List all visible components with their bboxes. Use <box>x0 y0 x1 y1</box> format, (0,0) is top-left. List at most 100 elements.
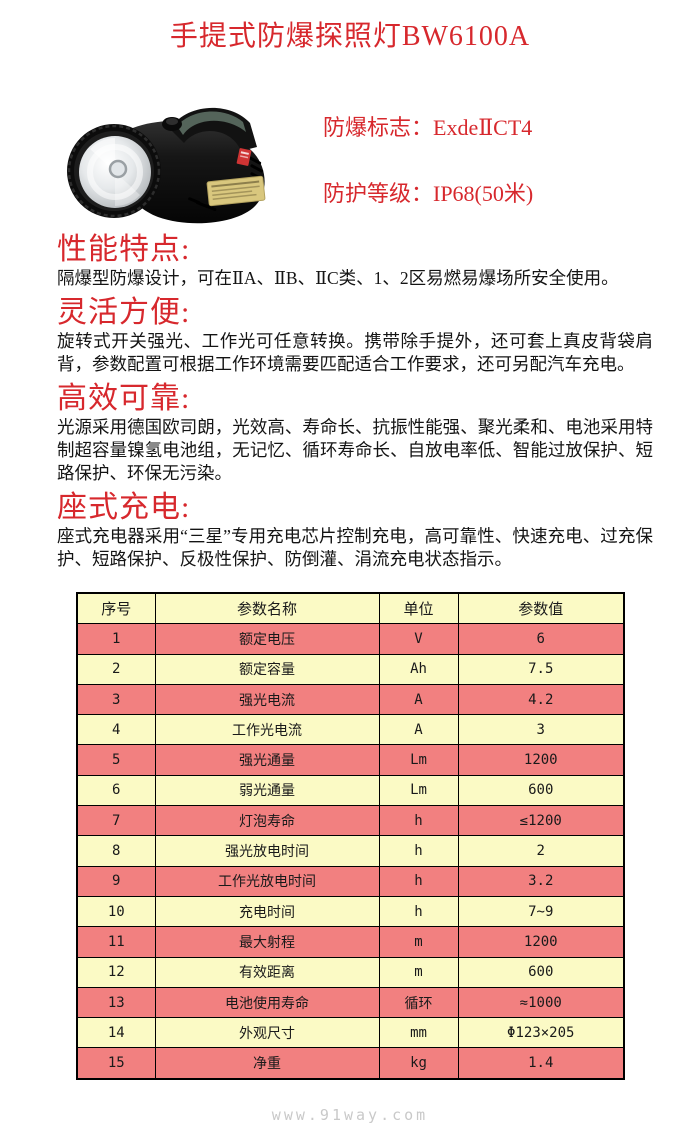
spec-header-row: 序号 参数名称 单位 参数值 <box>76 592 625 625</box>
spec-cell: mm <box>378 1017 459 1049</box>
spec-cell: 6 <box>457 623 625 655</box>
spec-column-header: 参数名称 <box>154 592 380 625</box>
spec-column-header: 参数值 <box>457 592 625 625</box>
spec-cell: 8 <box>76 835 156 867</box>
spec-row: 14 外观尺寸 mm Φ123×205 <box>76 1017 625 1049</box>
spec-cell: 电池使用寿命 <box>154 986 380 1019</box>
spec-row: 11 最大射程 m 1200 <box>76 926 625 958</box>
searchlight-illustration <box>67 107 266 224</box>
spec-cell: h <box>378 895 459 928</box>
spec-row: 4 工作光电流 A 3 <box>76 714 625 746</box>
spec-cell: 工作光放电时间 <box>154 865 380 897</box>
spec-cell: Lm <box>378 744 459 776</box>
spec-cell: 15 <box>76 1047 156 1080</box>
spec-cell: 4.2 <box>457 683 625 716</box>
spec-column-header: 单位 <box>378 592 459 625</box>
spec-cell: kg <box>378 1047 459 1080</box>
spec-cell: h <box>378 865 459 897</box>
spec-cell: 1200 <box>457 926 625 958</box>
spec-cell: A <box>378 714 459 746</box>
spec-cell: 6 <box>76 774 156 807</box>
spec-cell: 弱光通量 <box>154 774 380 807</box>
spec-cell: 12 <box>76 956 156 988</box>
spec-row: 12 有效距离 m 600 <box>76 956 625 988</box>
spec-row: 2 额定容量 Ah 7.5 <box>76 653 625 685</box>
spec-row: 10 充电时间 h 7~9 <box>76 895 625 928</box>
feature-sections: 性能特点: 隔爆型防爆设计，可在ⅡA、ⅡB、ⅡC类、1、2区易燃易爆场所安全使用… <box>57 233 653 571</box>
spec-cell: 14 <box>76 1017 156 1049</box>
spec-table-head: 序号 参数名称 单位 参数值 <box>76 592 625 625</box>
spec-cell: 5 <box>76 744 156 776</box>
spec-cell: 1 <box>76 623 156 655</box>
certification-badges: 防爆标志：ExdeⅡCT4 防护等级：IP68(50米) <box>323 110 533 208</box>
section-heading: 高效可靠: <box>57 382 191 415</box>
spec-cell: 600 <box>457 774 625 807</box>
spec-cell: A <box>378 683 459 716</box>
spec-row: 5 强光通量 Lm 1200 <box>76 744 625 776</box>
spec-cell: 3.2 <box>457 865 625 897</box>
spec-cell: 11 <box>76 926 156 958</box>
spec-cell: 1.4 <box>457 1047 625 1080</box>
spec-column-header: 序号 <box>76 592 156 625</box>
spec-table-body: 1 额定电压 V 6 2 额定容量 Ah 7.5 3 强光电流 A 4.2 4 工作光电流 A 3 5 强光通量 L… <box>76 623 625 1080</box>
page-title: 手提式防爆探照灯BW6100A <box>169 21 531 52</box>
spec-row: 15 净重 kg 1.4 <box>76 1047 625 1080</box>
spec-cell: 1200 <box>457 744 625 776</box>
spec-cell: h <box>378 805 459 837</box>
spec-cell: 13 <box>76 986 156 1019</box>
spec-table: 序号 参数名称 单位 参数值 1 额定电压 V 6 2 额定容量 Ah 7.5 3 强光电流 A 4.2 4 工… <box>76 592 625 1080</box>
spec-row: 1 额定电压 V 6 <box>76 623 625 655</box>
spec-cell: 强光放电时间 <box>154 835 380 867</box>
spec-cell: 有效距离 <box>154 956 380 988</box>
section-reliability: 高效可靠: 光源采用德国欧司朗，光效高、寿命长、抗振性能强、聚光柔和、电池采用特… <box>57 382 653 485</box>
spec-cell: Φ123×205 <box>457 1017 625 1049</box>
spec-cell: 7 <box>76 805 156 837</box>
spec-cell: m <box>378 956 459 988</box>
spec-cell: 2 <box>457 835 625 867</box>
spec-cell: m <box>378 926 459 958</box>
spec-row: 8 强光放电时间 h 2 <box>76 835 625 867</box>
spec-row: 7 灯泡寿命 h ≤1200 <box>76 805 625 837</box>
spec-cell: Lm <box>378 774 459 807</box>
watermark: www.91way.com <box>271 1106 429 1124</box>
spec-cell: 充电时间 <box>154 895 380 928</box>
spec-cell: 工作光电流 <box>154 714 380 746</box>
section-body: 旋转式开关强光、工作光可任意转换。携带除手提外，还可套上真皮背袋肩背，参数配置可… <box>57 331 653 374</box>
section-body: 座式充电器采用“三星”专用充电芯片控制充电，高可靠性、快速充电、过充保护、短路保… <box>57 526 653 569</box>
spec-cell: 外观尺寸 <box>154 1017 380 1049</box>
spec-cell: 最大射程 <box>154 926 380 958</box>
spec-cell: ≤1200 <box>457 805 625 837</box>
spec-cell: 强光电流 <box>154 683 380 716</box>
section-heading: 座式充电: <box>57 491 191 524</box>
spec-cell: Ah <box>378 653 459 685</box>
section-heading: 灵活方便: <box>57 296 191 329</box>
section-heading: 性能特点: <box>57 233 191 266</box>
spec-cell: 净重 <box>154 1047 380 1080</box>
explosion-proof-mark: 防爆标志：ExdeⅡCT4 <box>323 115 533 140</box>
spec-cell: 10 <box>76 895 156 928</box>
section-charging: 座式充电: 座式充电器采用“三星”专用充电芯片控制充电，高可靠性、快速充电、过充… <box>57 491 653 571</box>
section-flexibility: 灵活方便: 旋转式开关强光、工作光可任意转换。携带除手提外，还可套上真皮背袋肩背… <box>57 296 653 376</box>
protection-rating: 防护等级：IP68(50米) <box>323 181 534 206</box>
product-image <box>52 99 274 231</box>
spec-cell: ≈1000 <box>457 986 625 1019</box>
spec-row: 13 电池使用寿命 循环 ≈1000 <box>76 986 625 1019</box>
spec-cell: 3 <box>457 714 625 746</box>
spec-cell: 7~9 <box>457 895 625 928</box>
spec-cell: 4 <box>76 714 156 746</box>
spec-cell: 灯泡寿命 <box>154 805 380 837</box>
spec-cell: 强光通量 <box>154 744 380 776</box>
spec-row: 9 工作光放电时间 h 3.2 <box>76 865 625 897</box>
spec-cell: 9 <box>76 865 156 897</box>
section-body: 隔爆型防爆设计，可在ⅡA、ⅡB、ⅡC类、1、2区易燃易爆场所安全使用。 <box>57 268 619 288</box>
spec-cell: 3 <box>76 683 156 716</box>
spec-cell: 循环 <box>378 986 459 1019</box>
section-body: 光源采用德国欧司朗，光效高、寿命长、抗振性能强、聚光柔和、电池采用特制超容量镍氢… <box>57 417 653 483</box>
spec-row: 6 弱光通量 Lm 600 <box>76 774 625 807</box>
spec-cell: 7.5 <box>457 653 625 685</box>
spec-cell: 额定容量 <box>154 653 380 685</box>
section-performance: 性能特点: 隔爆型防爆设计，可在ⅡA、ⅡB、ⅡC类、1、2区易燃易爆场所安全使用… <box>57 233 653 290</box>
spec-cell: 额定电压 <box>154 623 380 655</box>
spec-row: 3 强光电流 A 4.2 <box>76 683 625 716</box>
